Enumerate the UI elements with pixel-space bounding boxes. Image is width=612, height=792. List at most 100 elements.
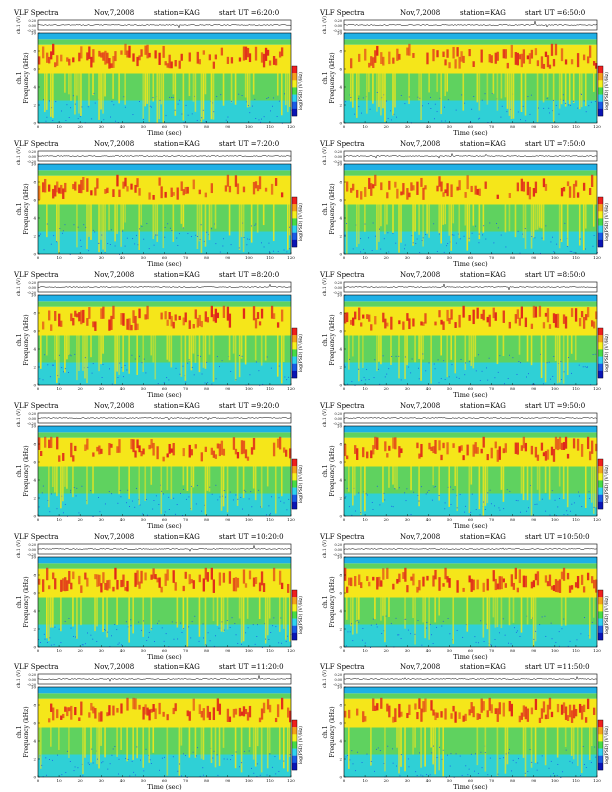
intensity-patch [518, 715, 521, 723]
x-tick-label: 120 [287, 386, 295, 391]
freq-band [344, 73, 597, 101]
intensity-patch [522, 436, 526, 449]
ch-tick-label: 0.20 [334, 412, 342, 416]
ch-tick-label: 0.00 [28, 548, 36, 552]
intensity-patch [100, 711, 103, 722]
noise-dot [404, 248, 405, 250]
noise-dot [278, 642, 280, 644]
noise-dot [49, 376, 51, 378]
intensity-patch [386, 567, 389, 579]
noise-dot [467, 774, 469, 776]
noise-dot [44, 638, 46, 640]
sferic-streak [160, 73, 163, 105]
noise-dot [177, 638, 179, 640]
noise-dot [133, 771, 135, 773]
sferic-streak [388, 597, 390, 617]
noise-dot [79, 239, 81, 241]
x-tick-label: 90 [531, 778, 537, 783]
noise-dot [53, 364, 55, 366]
noise-dot [269, 753, 271, 755]
panel-start-time: start UT =9:50:0 [525, 401, 585, 411]
intensity-patch [370, 183, 373, 196]
ch-axis-label: ch.1 (V) [321, 670, 328, 688]
sferic-streak [116, 335, 118, 372]
intensity-patch [422, 701, 425, 713]
noise-dot [58, 628, 60, 630]
intensity-patch [38, 437, 41, 450]
noise-dot [69, 354, 71, 356]
intensity-patch [584, 314, 588, 321]
sferic-streak [422, 335, 424, 360]
x-tick-label: 10 [363, 648, 369, 653]
y-tick-label: 0 [33, 252, 36, 257]
intensity-patch [170, 448, 173, 453]
y-tick-label: 8 [33, 49, 36, 54]
noise-dot [120, 496, 122, 498]
intensity-patch [124, 587, 127, 591]
ch-tick-label: 0.00 [334, 24, 342, 28]
x-tick-label: 60 [162, 124, 168, 129]
intensity-patch [58, 187, 61, 194]
sferic-streak [356, 73, 358, 118]
noise-dot [374, 359, 376, 361]
noise-dot [346, 487, 348, 489]
intensity-patch [120, 50, 123, 55]
ch-tick-label: -0.20 [333, 160, 342, 164]
noise-dot [355, 770, 356, 772]
noise-dot [550, 760, 552, 762]
intensity-patch [376, 45, 379, 56]
intensity-patch [452, 705, 455, 712]
noise-dot [177, 103, 179, 105]
noise-dot [274, 756, 276, 758]
noise-dot [51, 759, 53, 761]
intensity-patch [380, 697, 383, 709]
noise-dot [60, 642, 62, 644]
sferic-streak [508, 597, 511, 626]
intensity-patch [100, 308, 103, 319]
intensity-patch [144, 572, 147, 581]
x-tick-label: 30 [99, 517, 105, 522]
sferic-streak [354, 466, 356, 496]
intensity-patch [562, 702, 566, 714]
sferic-streak [478, 466, 481, 510]
y-tick-label: 6 [33, 460, 36, 465]
sferic-streak [466, 597, 469, 632]
intensity-patch [582, 182, 586, 191]
intensity-patch [258, 717, 262, 723]
noise-dot [151, 106, 152, 108]
intensity-patch [556, 313, 560, 329]
noise-dot [82, 644, 84, 646]
intensity-patch [534, 446, 538, 458]
intensity-patch [48, 310, 51, 321]
sferic-streak [254, 335, 257, 361]
noise-dot [524, 228, 526, 230]
intensity-patch [100, 52, 103, 58]
panel-station: station=KAG [460, 533, 506, 541]
intensity-patch [538, 305, 542, 317]
intensity-patch [154, 708, 157, 720]
noise-dot [390, 622, 392, 624]
noise-dot [168, 379, 170, 381]
noise-dot [168, 646, 170, 647]
noise-dot [163, 493, 164, 495]
sferic-streak [470, 466, 473, 485]
x-tick-label: 0 [343, 386, 346, 391]
noise-dot [41, 764, 43, 766]
sferic-streak [590, 466, 593, 503]
intensity-patch [176, 187, 179, 200]
intensity-patch [432, 709, 435, 716]
noise-dot [40, 641, 42, 643]
intensity-patch [98, 50, 101, 57]
y-tick-label: 4 [339, 347, 342, 352]
heatmap [38, 33, 292, 124]
noise-dot [44, 354, 46, 356]
intensity-patch [476, 713, 479, 721]
sferic-streak [86, 335, 88, 384]
noise-dot [58, 354, 60, 356]
noise-dot [498, 632, 500, 634]
noise-dot [450, 503, 452, 505]
intensity-patch [406, 313, 409, 321]
noise-dot [373, 377, 375, 379]
noise-dot [110, 229, 112, 231]
freq-band [38, 437, 291, 467]
